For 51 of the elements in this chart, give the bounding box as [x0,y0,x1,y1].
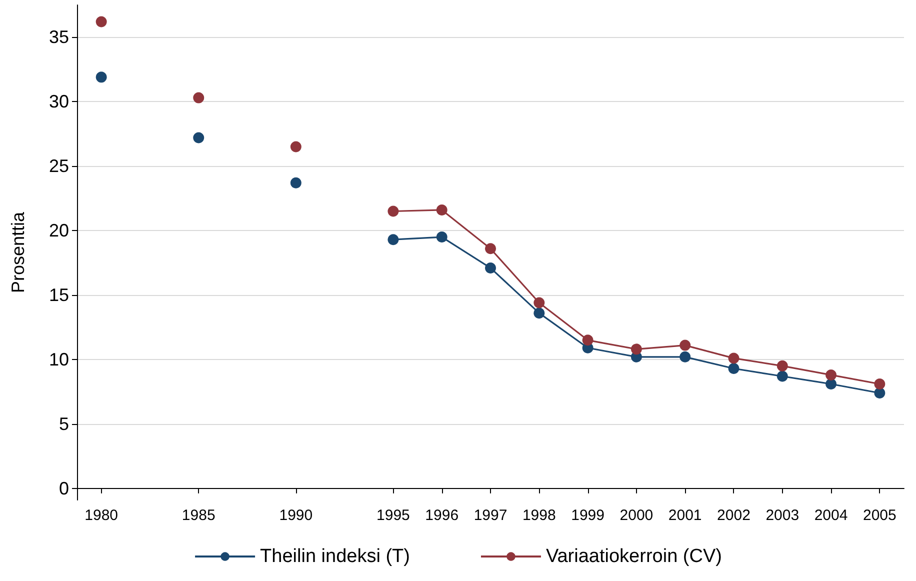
x-tick-label: 2003 [766,507,800,524]
point [485,243,496,254]
point [630,344,642,355]
point [290,141,302,152]
x-tick-label: 1990 [279,507,313,524]
point [680,340,691,351]
y-tick-label: 30 [48,92,69,112]
x-tick-label: 2005 [862,507,896,524]
point [436,204,448,216]
point [582,334,594,346]
x-tick-label: 1997 [474,507,508,524]
point [826,378,837,390]
x-tick-label: 1998 [522,507,556,524]
y-tick-label: 5 [58,414,69,434]
point [728,363,740,374]
x-tick-label: 1980 [84,507,118,524]
point [826,369,837,380]
x-tick-label: 2000 [620,507,654,524]
y-tick-label: 10 [48,349,69,370]
point [96,72,107,83]
x-tick-label: 2001 [668,507,702,524]
point [388,206,399,217]
legend-label: Theilin indeksi (T) [260,546,410,567]
x-tick-label: 1999 [571,507,604,524]
point [193,132,204,144]
legend-label: Variaatiokerroin (CV) [546,546,722,567]
point [874,388,886,399]
y-tick-label: 20 [48,220,69,241]
y-tick-label: 15 [48,285,69,306]
point [436,232,448,243]
point [874,378,886,390]
x-tick-label: 1995 [376,507,410,524]
point [388,234,399,246]
y-tick-label: 0 [58,478,69,498]
point [96,16,107,28]
point [193,92,204,104]
y-tick-label: 35 [48,27,69,48]
point [534,308,545,319]
point [680,351,691,362]
point [776,360,788,372]
point [290,177,302,188]
point [776,370,788,382]
x-tick-label: 2002 [717,507,750,524]
point [485,262,496,274]
x-tick-label: 1985 [182,507,216,524]
y-axis-title: Prosenttia [8,210,28,294]
point [534,297,545,308]
point [728,352,740,364]
x-tick-label: 2004 [814,507,848,524]
x-tick-label: 1996 [425,507,459,524]
y-tick-label: 25 [48,156,69,176]
